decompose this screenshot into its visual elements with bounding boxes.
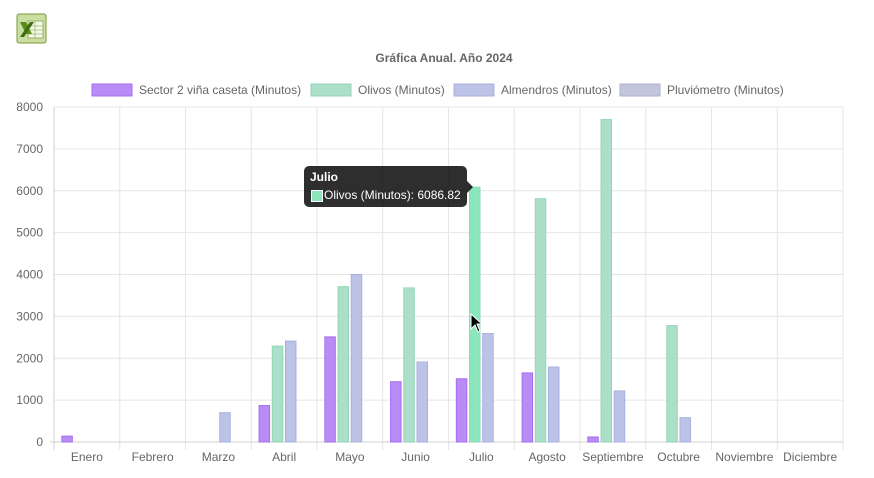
chart-bars xyxy=(61,119,691,443)
bar xyxy=(587,436,599,443)
y-tick-label: 8000 xyxy=(16,100,43,114)
bar xyxy=(547,366,560,443)
x-tick-label: Agosto xyxy=(528,450,566,464)
legend-swatch xyxy=(91,83,133,97)
mouse-cursor-icon xyxy=(470,313,484,333)
y-tick-label: 5000 xyxy=(16,226,43,240)
bar xyxy=(469,186,481,443)
x-tick-label: Julio xyxy=(469,450,494,464)
legend-label: Olivos (Minutos) xyxy=(358,83,445,97)
x-tick-label: Septiembre xyxy=(582,450,644,464)
legend-swatch xyxy=(453,83,495,97)
excel-export-icon[interactable] xyxy=(16,13,47,44)
y-tick-label: 1000 xyxy=(16,393,43,407)
bar xyxy=(219,412,231,443)
legend-swatch xyxy=(619,83,661,97)
bar xyxy=(61,435,73,443)
bar xyxy=(403,287,415,443)
bar xyxy=(271,345,284,443)
y-tick-label: 4000 xyxy=(16,268,43,282)
tooltip-arrow xyxy=(467,181,473,193)
tooltip-title: Julio xyxy=(310,170,339,184)
bar xyxy=(258,405,271,443)
legend-label: Sector 2 viña caseta (Minutos) xyxy=(139,83,301,97)
bar xyxy=(337,286,350,443)
legend-swatch xyxy=(310,83,352,97)
bar xyxy=(521,372,534,443)
bar xyxy=(455,378,468,443)
bar xyxy=(324,336,336,443)
y-tick-label: 2000 xyxy=(16,351,43,365)
bar xyxy=(679,417,691,443)
x-tick-label: Abril xyxy=(272,450,296,464)
y-tick-label: 3000 xyxy=(16,309,43,323)
bar xyxy=(534,198,547,443)
y-tick-label: 0 xyxy=(36,435,43,449)
bar-tooltip: Julio Olivos (Minutos): 6086.82 xyxy=(304,166,473,207)
tooltip-value: Olivos (Minutos): 6086.82 xyxy=(324,188,461,202)
bar xyxy=(613,390,626,443)
x-tick-label: Noviembre xyxy=(715,450,773,464)
y-tick-label: 7000 xyxy=(16,142,43,156)
tooltip-swatch xyxy=(311,190,323,202)
legend-label: Almendros (Minutos) xyxy=(501,83,612,97)
x-tick-label: Diciembre xyxy=(783,450,837,464)
x-tick-label: Mayo xyxy=(335,450,365,464)
x-tick-label: Octubre xyxy=(657,450,700,464)
bar xyxy=(600,119,613,443)
legend-label: Pluviómetro (Minutos) xyxy=(667,83,784,97)
bar xyxy=(666,325,678,443)
bar xyxy=(416,361,428,443)
chart-legend: Sector 2 viña caseta (Minutos) Olivos (Mi… xyxy=(91,83,784,97)
x-tick-label: Junio xyxy=(401,450,430,464)
bar xyxy=(350,274,363,443)
x-axis-labels: Enero Febrero Marzo Abril Mayo Junio Julio Agos… xyxy=(71,450,838,464)
x-tick-label: Marzo xyxy=(202,450,236,464)
bar xyxy=(482,333,494,443)
y-axis-labels: 0 1000 2000 3000 4000 5000 6000 7000 8000 xyxy=(16,100,43,449)
chart-title: Gráfica Anual. Año 2024 xyxy=(375,51,512,65)
x-tick-label: Febrero xyxy=(132,450,174,464)
y-tick-label: 6000 xyxy=(16,184,43,198)
chart-grid xyxy=(50,106,844,450)
bar xyxy=(284,340,297,443)
bar xyxy=(390,381,402,443)
x-tick-label: Enero xyxy=(71,450,103,464)
